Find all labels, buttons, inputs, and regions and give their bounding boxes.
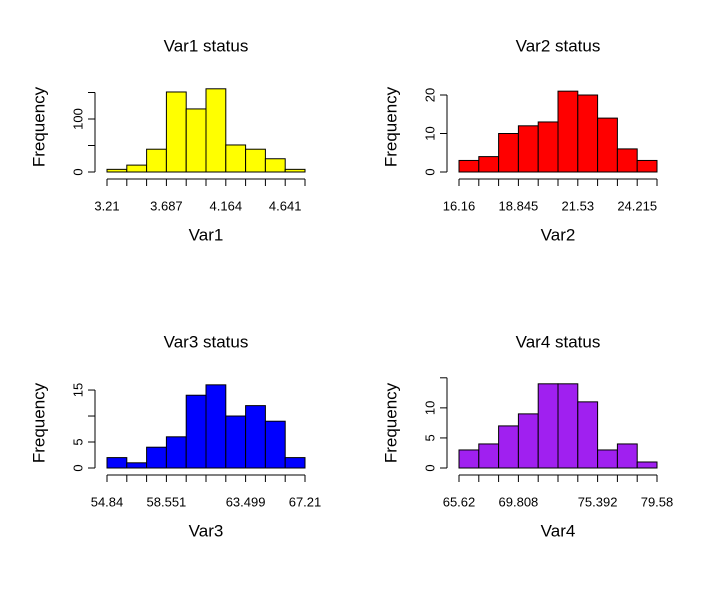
bar	[517, 125, 539, 173]
bar	[616, 443, 638, 469]
chart-title: Var1 status	[164, 36, 249, 55]
bar	[185, 394, 207, 469]
y-tick-label: 10	[422, 126, 437, 140]
bar	[264, 420, 286, 469]
x-axis-label: Var2	[541, 225, 576, 244]
bar	[636, 159, 658, 173]
x-tick-label: 63.499	[226, 494, 266, 509]
x-tick-label: 65.62	[443, 494, 476, 509]
bar	[498, 133, 519, 173]
chart-title: Var4 status	[516, 332, 601, 351]
bar	[577, 401, 599, 469]
bar	[478, 156, 500, 173]
y-axis-label: Frequency	[29, 86, 48, 167]
bar	[106, 168, 128, 173]
y-axis-label: Frequency	[381, 382, 400, 463]
bar	[537, 383, 559, 469]
bar	[165, 436, 187, 469]
y-tick-label: 100	[70, 108, 85, 130]
bar	[636, 461, 658, 469]
x-tick-label: 67.21	[289, 494, 322, 509]
x-tick-label: 69.808	[499, 494, 539, 509]
y-tick-label: 5	[70, 438, 85, 445]
bar	[616, 148, 638, 173]
bar	[597, 449, 618, 469]
x-tick-label: 4.164	[210, 198, 243, 213]
x-axis-label: Var1	[189, 225, 224, 244]
y-tick-label: 15	[70, 383, 85, 397]
y-axis-label: Frequency	[381, 86, 400, 167]
y-tick-label: 0	[70, 464, 85, 471]
x-tick-label: 3.21	[94, 198, 119, 213]
x-tick-label: 16.16	[443, 198, 476, 213]
y-tick-label: 0	[70, 168, 85, 175]
x-axis-label: Var4	[541, 521, 576, 540]
bar	[225, 415, 247, 469]
bar	[458, 159, 480, 173]
bar	[264, 158, 286, 173]
bar	[245, 148, 266, 173]
bar	[537, 121, 559, 173]
bar	[458, 449, 480, 469]
bar	[284, 168, 306, 173]
y-axis-label: Frequency	[29, 382, 48, 463]
x-tick-label: 75.392	[578, 494, 618, 509]
bar	[126, 164, 148, 173]
x-tick-label: 18.845	[499, 198, 539, 213]
x-tick-label: 4.641	[269, 198, 302, 213]
bar	[225, 144, 247, 173]
bar	[517, 413, 539, 469]
x-axis-label: Var3	[189, 521, 224, 540]
bar	[126, 462, 148, 469]
bar	[106, 457, 128, 469]
x-tick-label: 21.53	[562, 198, 595, 213]
y-tick-label: 20	[422, 88, 437, 102]
x-tick-label: 3.687	[150, 198, 183, 213]
bar	[478, 443, 500, 469]
bar	[185, 108, 207, 173]
bar	[245, 405, 266, 469]
chart-title: Var2 status	[516, 36, 601, 55]
y-tick-label: 5	[422, 434, 437, 441]
x-tick-label: 58.551	[147, 494, 187, 509]
bar	[205, 88, 227, 173]
x-tick-label: 54.84	[91, 494, 124, 509]
bar	[205, 384, 227, 469]
chart-title: Var3 status	[164, 332, 249, 351]
bar	[498, 425, 519, 469]
y-tick-label: 0	[422, 464, 437, 471]
bar	[165, 91, 187, 173]
y-tick-label: 10	[422, 401, 437, 415]
bar	[557, 383, 579, 469]
x-tick-label: 24.215	[617, 198, 657, 213]
bar	[146, 148, 167, 173]
x-tick-label: 79.58	[641, 494, 674, 509]
bar	[557, 90, 579, 173]
bar	[597, 117, 618, 173]
bar	[577, 94, 599, 173]
bar	[146, 446, 167, 469]
bar	[284, 457, 306, 469]
y-tick-label: 0	[422, 168, 437, 175]
